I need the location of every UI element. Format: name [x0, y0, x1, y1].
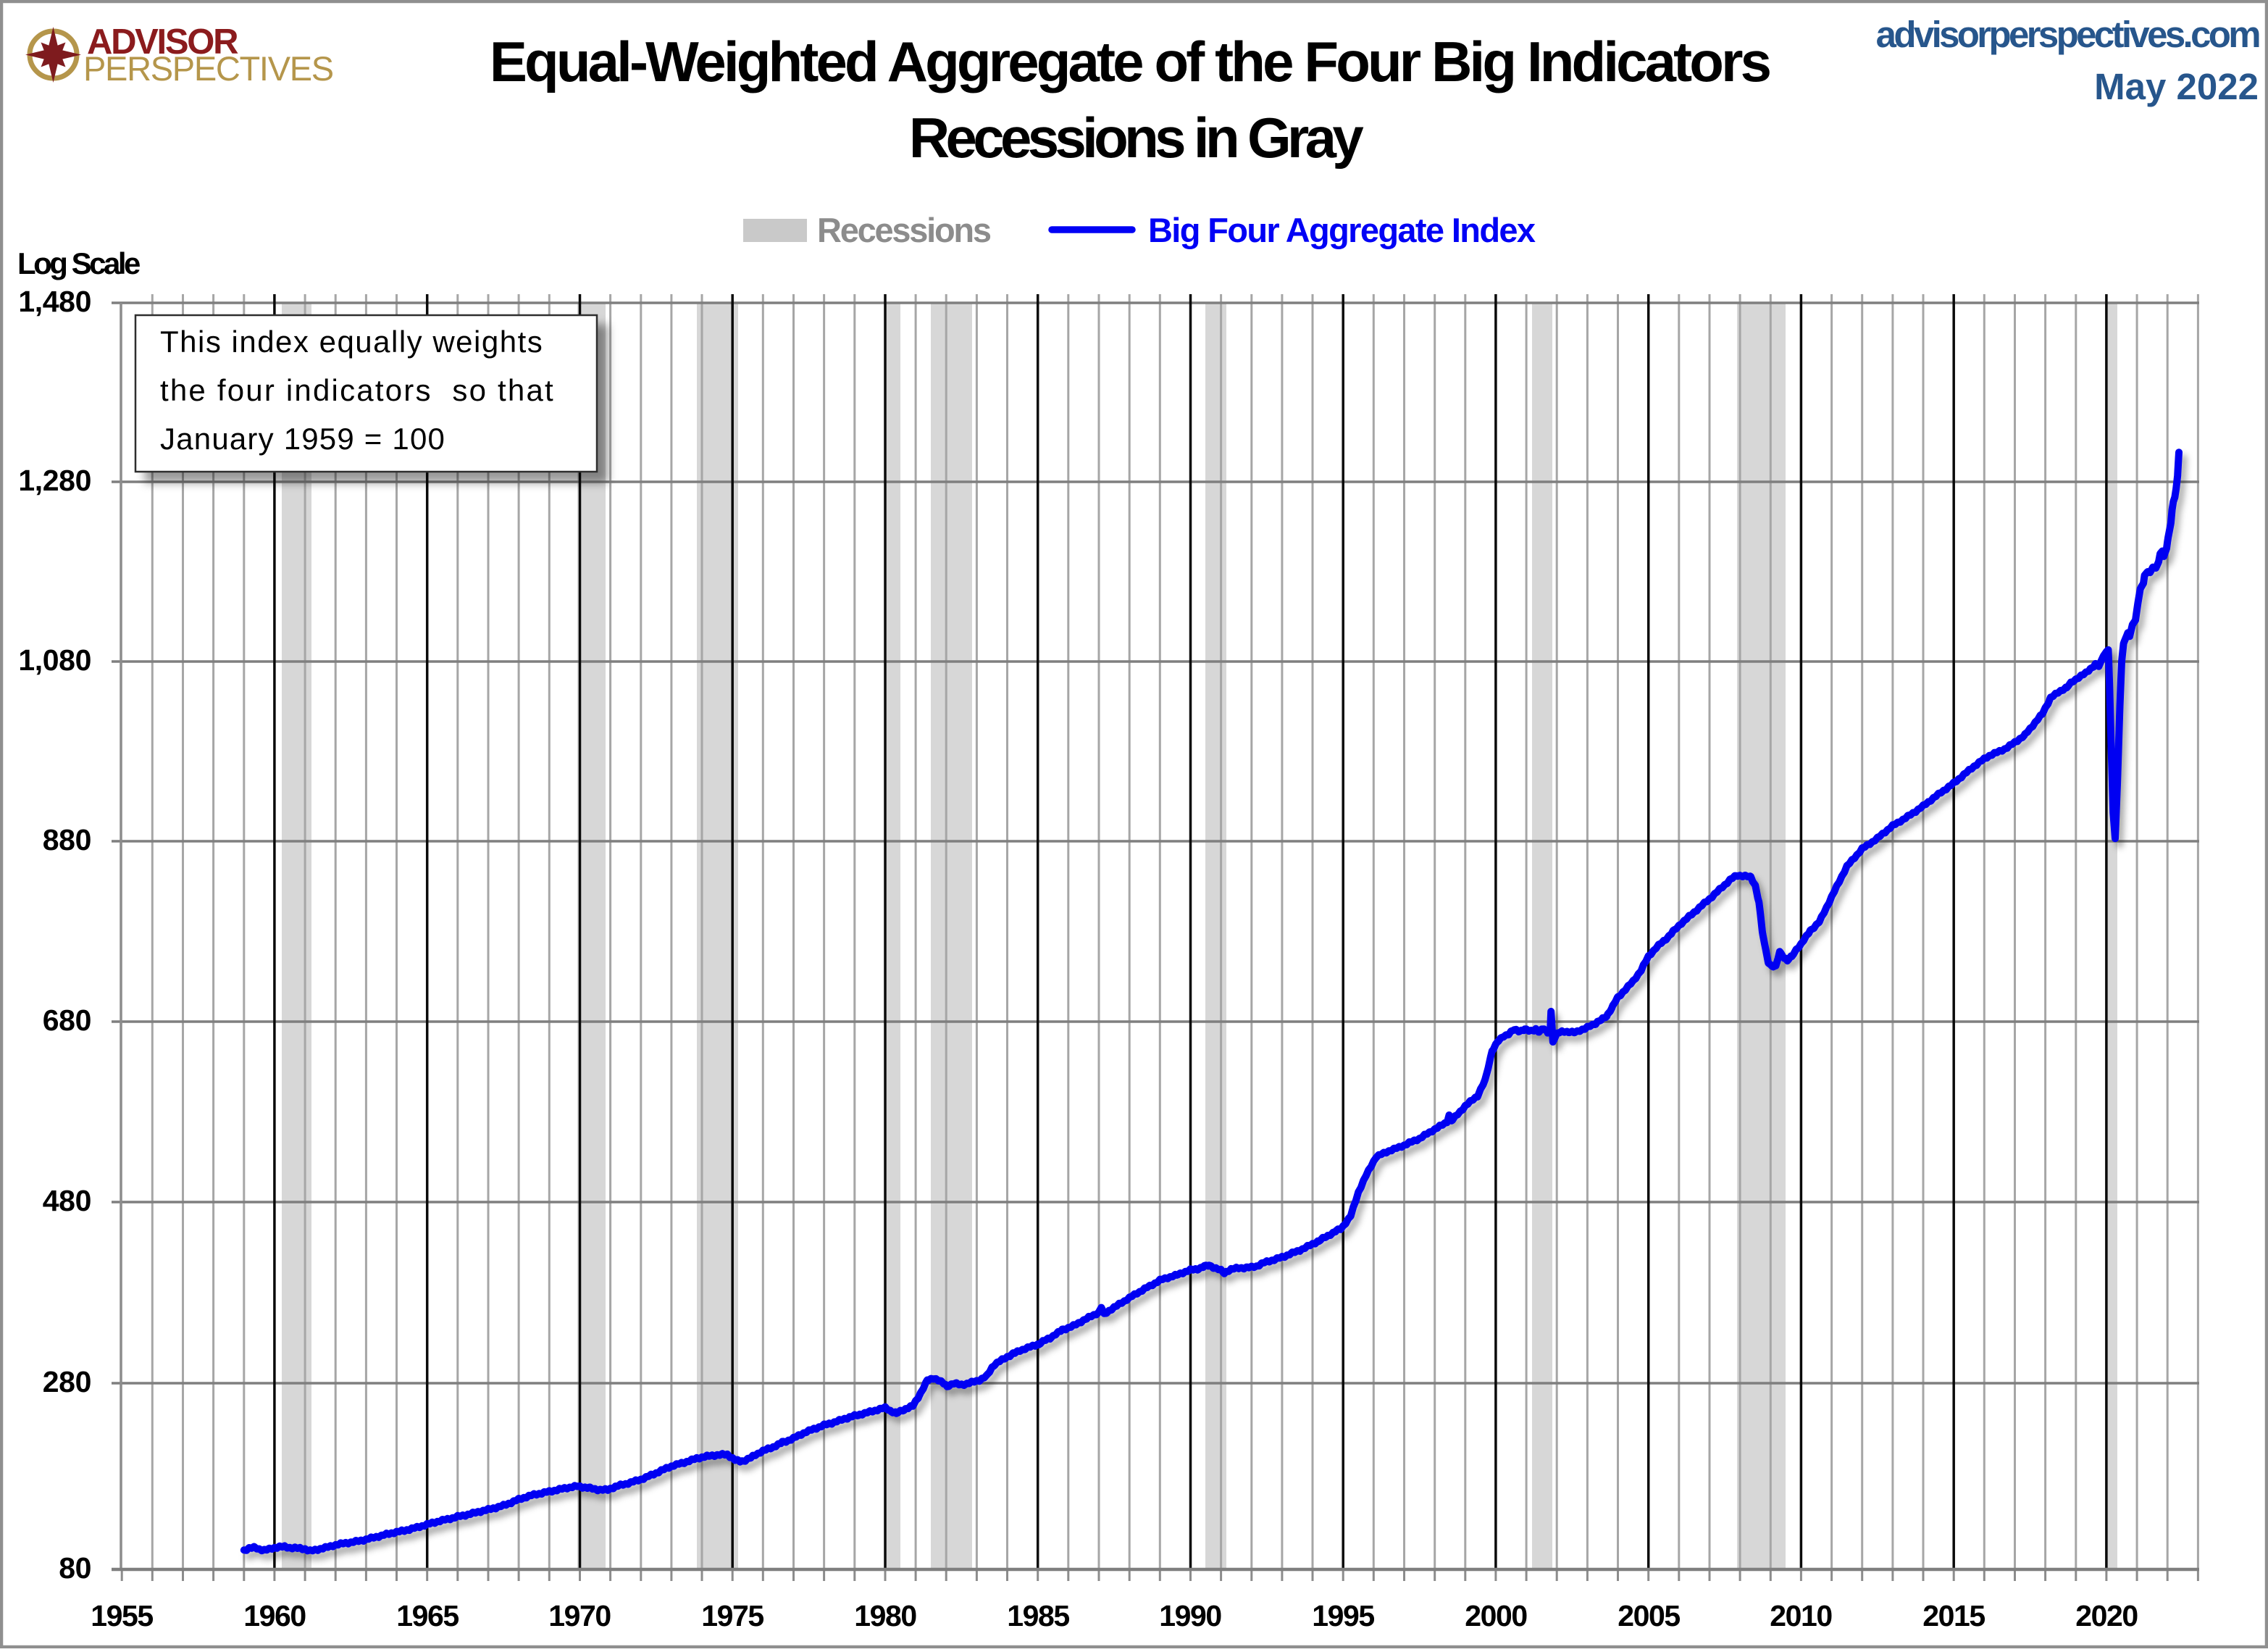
svg-text:1990: 1990: [1159, 1599, 1221, 1632]
svg-text:80: 80: [59, 1551, 91, 1585]
svg-text:1,080: 1,080: [18, 643, 91, 677]
svg-text:1995: 1995: [1312, 1599, 1374, 1632]
svg-text:1955: 1955: [91, 1599, 153, 1632]
svg-text:Log Scale: Log Scale: [17, 246, 140, 280]
svg-text:280: 280: [43, 1365, 91, 1398]
svg-text:1,480: 1,480: [18, 285, 91, 318]
svg-text:2005: 2005: [1618, 1599, 1680, 1632]
svg-text:Recessions in Gray: Recessions in Gray: [909, 106, 1364, 170]
svg-text:2010: 2010: [1770, 1599, 1832, 1632]
svg-text:2015: 2015: [1922, 1599, 1985, 1632]
svg-text:PERSPECTIVES: PERSPECTIVES: [83, 49, 333, 88]
svg-text:1965: 1965: [396, 1599, 459, 1632]
svg-text:advisorperspectives.com: advisorperspectives.com: [1876, 14, 2260, 55]
svg-text:1,280: 1,280: [18, 464, 91, 497]
svg-text:880: 880: [43, 823, 91, 856]
svg-text:1970: 1970: [548, 1599, 611, 1632]
svg-text:Recessions: Recessions: [817, 211, 991, 249]
svg-text:1980: 1980: [854, 1599, 916, 1632]
svg-text:2000: 2000: [1465, 1599, 1527, 1632]
svg-text:the four indicators so that: the four indicators so that: [160, 373, 555, 407]
svg-text:ADVISOR: ADVISOR: [87, 22, 238, 62]
svg-text:January 1959 = 100: January 1959 = 100: [160, 422, 445, 456]
svg-text:Equal-Weighted Aggregate of th: Equal-Weighted Aggregate of the Four Big…: [490, 30, 1770, 93]
svg-text:2020: 2020: [2075, 1599, 2138, 1632]
svg-text:May 2022: May 2022: [2094, 66, 2259, 107]
svg-text:Big Four Aggregate Index: Big Four Aggregate Index: [1148, 211, 1536, 249]
svg-text:This index equally weights: This index equally weights: [160, 325, 543, 359]
svg-text:1985: 1985: [1007, 1599, 1069, 1632]
svg-text:1975: 1975: [701, 1599, 763, 1632]
svg-text:480: 480: [43, 1184, 91, 1217]
svg-text:680: 680: [43, 1004, 91, 1037]
svg-text:1960: 1960: [243, 1599, 306, 1632]
